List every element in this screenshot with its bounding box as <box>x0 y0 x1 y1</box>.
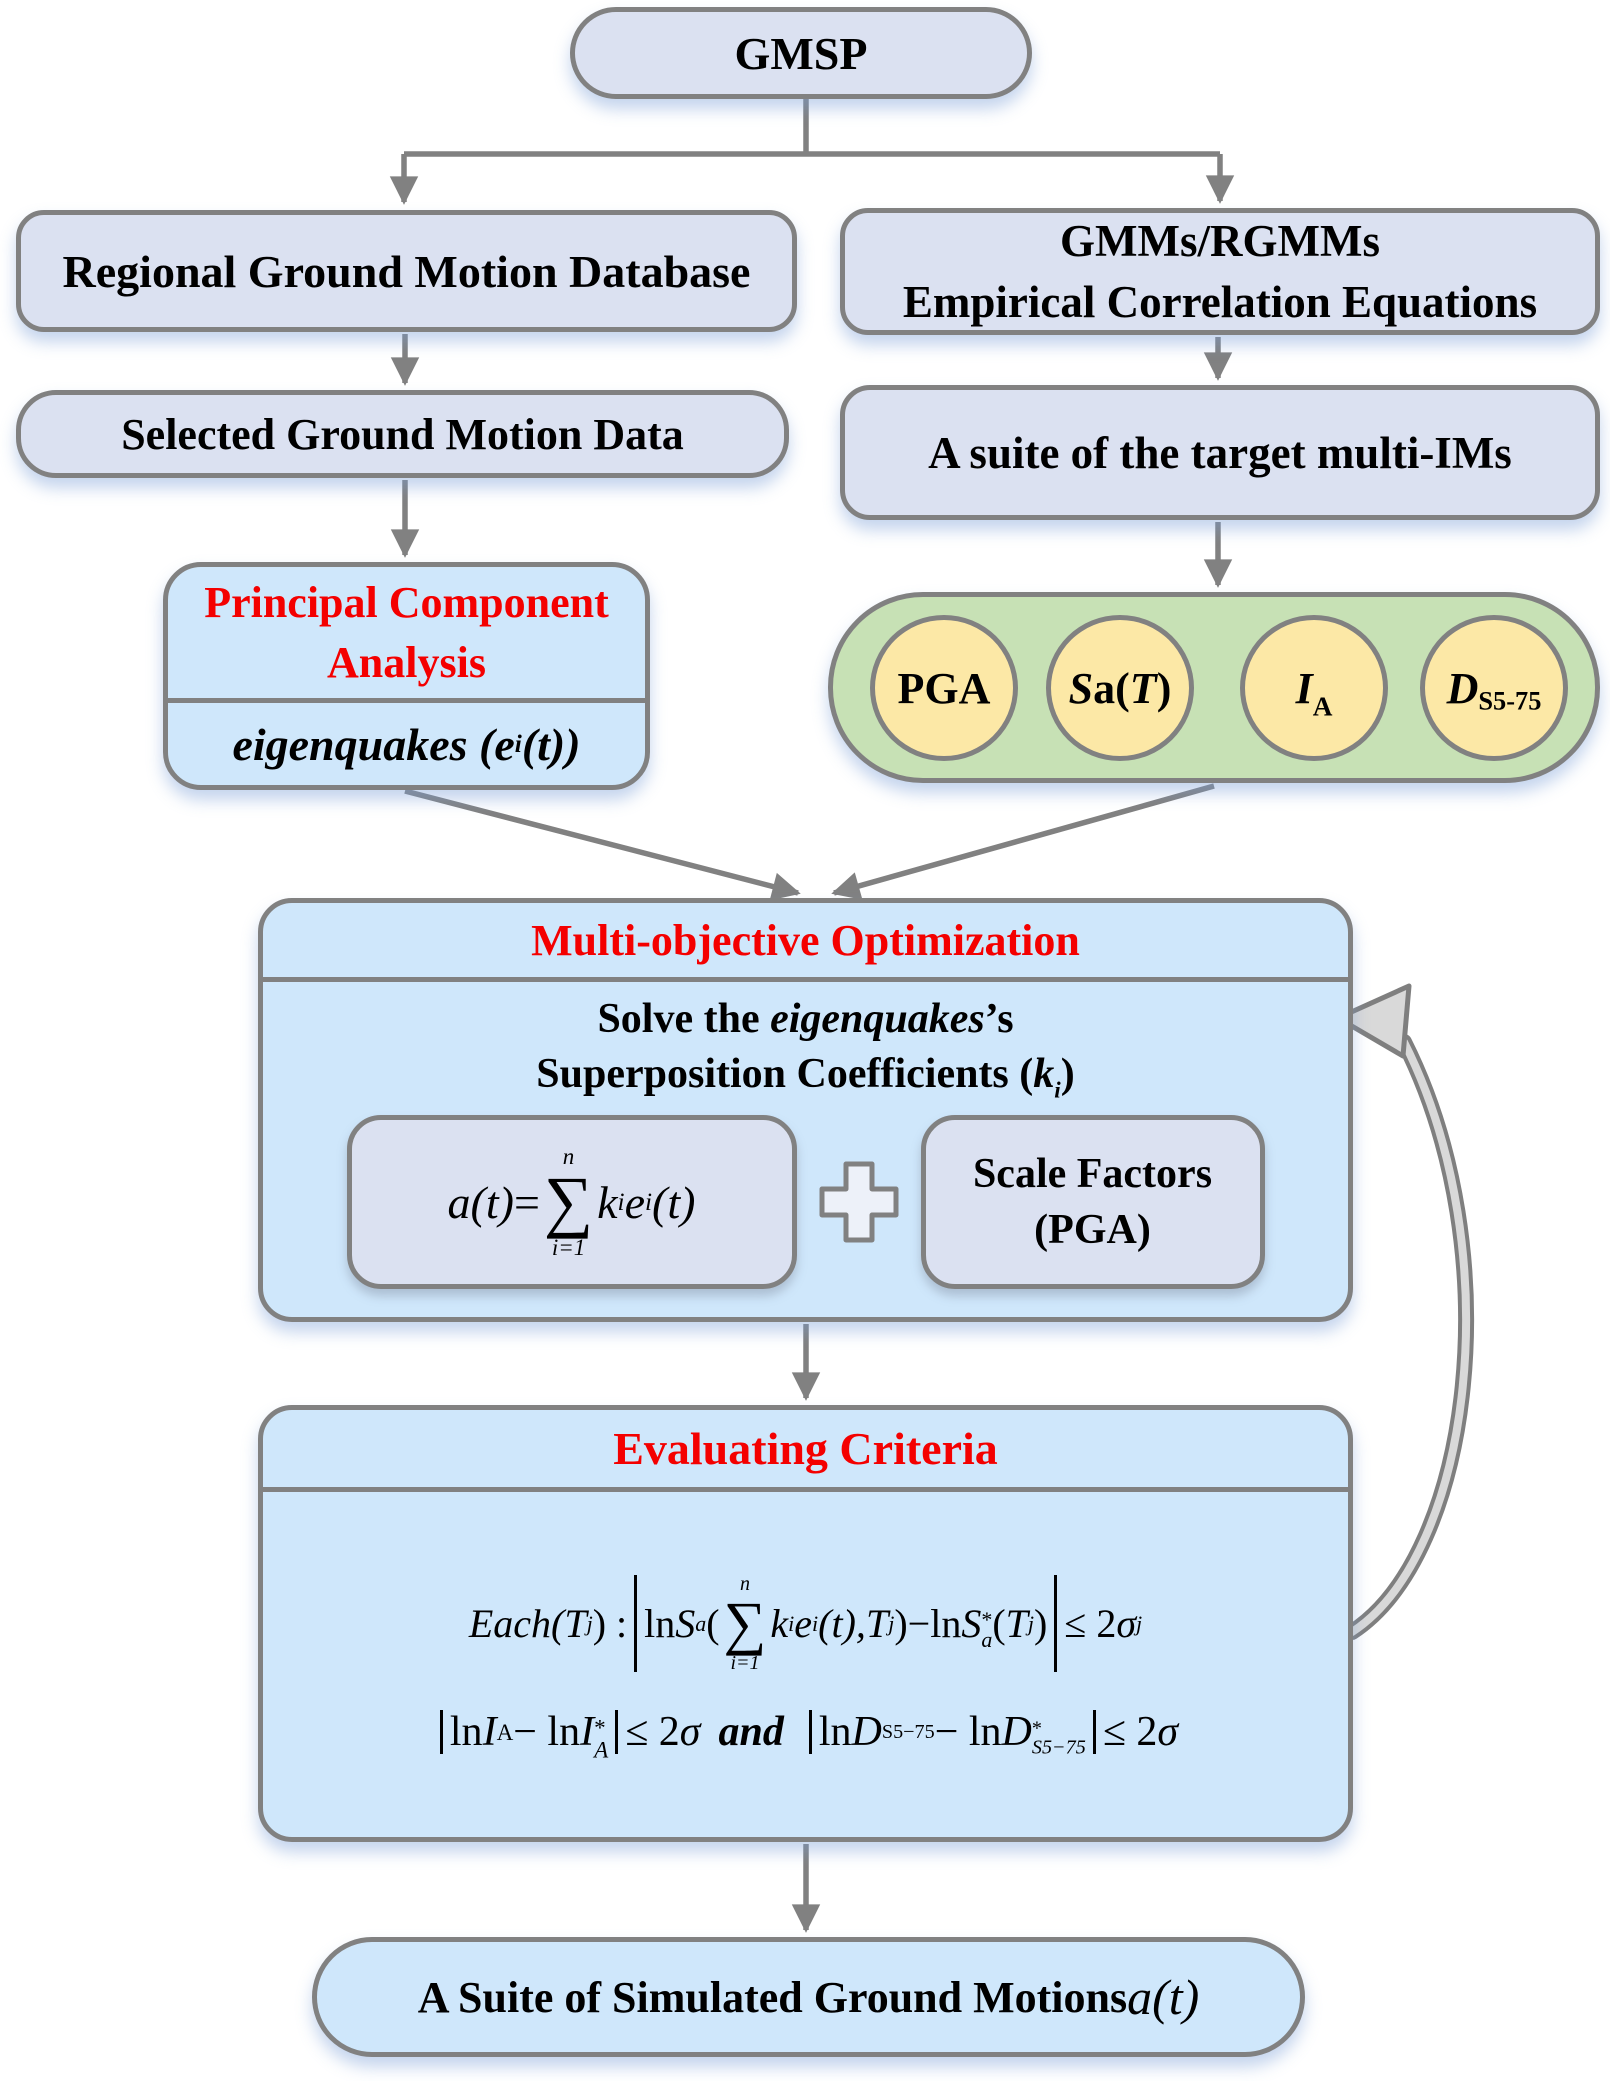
and-word: and <box>718 1709 784 1755</box>
scale-factors-box: Scale Factors (PGA) <box>920 1115 1265 1290</box>
abs-bar <box>439 1710 443 1754</box>
scale-factors-line2: (PGA) <box>1034 1207 1151 1254</box>
gmms-node: GMMs/RGMMs Empirical Correlation Equatio… <box>840 208 1600 335</box>
sum-symbol: n ∑ i=1 <box>543 1144 594 1260</box>
gmsp-label: GMSP <box>734 27 868 79</box>
star-sub-stack: * a <box>981 1606 993 1653</box>
abs-bar <box>1092 1710 1096 1754</box>
abs-bar <box>1054 1575 1058 1672</box>
eigenquakes-e: e <box>494 718 515 770</box>
eval-title: Evaluating Criteria <box>613 1423 998 1474</box>
arrow-pca-to-moo <box>404 788 801 901</box>
moo-line1: Solve the eigenquakes’s <box>597 996 1014 1042</box>
sat-label: Sa(T) <box>1068 663 1172 713</box>
moo-title: Multi-objective Optimization <box>531 915 1080 965</box>
moo-node: Multi-objective Optimization Solve the e… <box>258 898 1353 1322</box>
gmsp-node: GMSP <box>570 7 1032 99</box>
abs-bar <box>634 1575 638 1672</box>
im-circle-pga: PGA <box>870 615 1018 761</box>
plus-icon <box>819 1161 898 1243</box>
im-circle-ds: DS5-75 <box>1420 615 1568 761</box>
abs-bar <box>808 1710 812 1754</box>
ia-label: IA <box>1295 663 1333 721</box>
feedback-loop-arrow <box>1335 983 1475 1640</box>
output-node: A Suite of Simulated Ground Motions a(t) <box>312 1937 1305 2057</box>
sum-symbol-small: n ∑ i=1 <box>723 1573 767 1674</box>
output-at: a(t) <box>1127 1969 1200 2025</box>
moo-line2: Superposition Coefficients (ki) <box>536 1050 1075 1102</box>
moo-divider <box>263 977 1348 982</box>
superposition-formula-box: a (t) = n ∑ i=1 k i e i (t) <box>346 1115 797 1290</box>
pca-title-line2: Analysis <box>327 637 486 687</box>
target-ims-node: A suite of the target multi-IMs <box>840 385 1600 520</box>
output-label-pre: A Suite of Simulated Ground Motions <box>417 1972 1128 2022</box>
eval-divider <box>263 1487 1348 1492</box>
selected-data-label: Selected Ground Motion Data <box>121 409 684 459</box>
regional-database-label: Regional Ground Motion Database <box>62 245 751 297</box>
superposition-formula: a (t) = n ∑ i=1 k i e i (t) <box>447 1144 696 1260</box>
star-sub-stack: * A <box>594 1714 609 1763</box>
abs-bar <box>615 1710 619 1754</box>
im-circle-sat: Sa(T) <box>1046 615 1194 761</box>
pca-divider <box>168 698 645 703</box>
eigenquakes-post: (t)) <box>521 718 581 770</box>
scale-factors-line1: Scale Factors <box>972 1150 1213 1197</box>
pca-output: eigenquakes (e i (t)) <box>232 718 581 770</box>
pga-label: PGA <box>897 663 991 713</box>
moo-body: Solve the eigenquakes’s Superposition Co… <box>263 982 1348 1317</box>
im-group-node: PGA Sa(T) IA DS5-75 <box>828 592 1600 783</box>
regional-database-node: Regional Ground Motion Database <box>16 210 797 332</box>
star-sub-stack: * S5−75 <box>1031 1717 1086 1759</box>
split-connector <box>404 99 1220 157</box>
arrow-ims-to-moo <box>831 783 1215 900</box>
moo-formula-row: a (t) = n ∑ i=1 k i e i (t) Scale Factors (PG… <box>346 1115 1265 1290</box>
pca-node: Principal Component Analysis eigenquakes… <box>163 562 650 790</box>
im-circle-ia: IA <box>1240 615 1388 761</box>
pca-title: Principal Component Analysis <box>168 567 645 698</box>
gmms-line2: Empirical Correlation Equations <box>902 276 1538 327</box>
selected-data-node: Selected Ground Motion Data <box>16 390 789 478</box>
eigenquakes-pre: eigenquakes ( <box>232 718 495 770</box>
gmms-line1: GMMs/RGMMs <box>1060 215 1380 266</box>
target-ims-label: A suite of the target multi-IMs <box>928 427 1512 478</box>
ds-label: DS5-75 <box>1446 663 1542 716</box>
pca-title-line1: Principal Component <box>204 578 609 628</box>
